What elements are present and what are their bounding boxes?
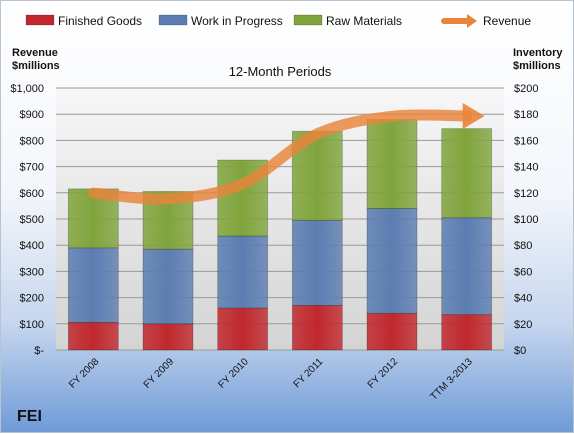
right-tick-label: $80 [514, 240, 532, 252]
category-label: FY 2011 [292, 356, 326, 390]
revenue-point [92, 192, 95, 195]
revenue-point [241, 182, 244, 185]
bar-finished-goods [217, 307, 269, 351]
legend-item-work-in-progress: Work in Progress [158, 14, 283, 28]
company-label: FEI [17, 408, 42, 425]
left-tick-label: $1,000 [10, 83, 44, 95]
legend-label: Revenue [483, 14, 531, 28]
left-tick-label: $400 [20, 240, 44, 252]
bar-finished-goods [67, 322, 119, 351]
revenue-point [316, 132, 319, 135]
category-label: FY 2009 [142, 356, 177, 391]
left-tick-label: $500 [20, 214, 44, 226]
bar-work-in-progress [291, 219, 343, 306]
left-tick-label: $700 [20, 162, 44, 174]
bar-work-in-progress [217, 235, 269, 309]
bar-work-in-progress [67, 247, 119, 323]
revenue-point [167, 197, 170, 200]
category-label: FY 2012 [366, 356, 401, 391]
bar-finished-goods [441, 314, 493, 351]
legend-label: Raw Materials [326, 14, 402, 28]
bar-work-in-progress [142, 248, 194, 325]
right-tick-label: $60 [514, 266, 532, 278]
right-tick-label: $20 [514, 319, 532, 331]
right-tick-label: $160 [514, 135, 538, 147]
chart-title: 12-Month Periods [229, 64, 332, 79]
revenue-arrowhead [462, 103, 485, 130]
legend-label: Finished Goods [58, 14, 142, 28]
left-axis-label-line1: Revenue [12, 47, 58, 59]
left-axis-label: Revenue $millions [12, 47, 60, 73]
category-label: TTM 3-2013 [428, 356, 475, 403]
revenue-point [391, 115, 394, 118]
left-tick-label: $- [34, 345, 44, 357]
right-tick-label: $0 [514, 345, 526, 357]
legend-swatch [25, 14, 55, 26]
right-tick-label: $100 [514, 214, 538, 226]
category-label: FY 2008 [67, 356, 102, 391]
bar-work-in-progress [366, 208, 418, 314]
right-tick-label: $200 [514, 83, 538, 95]
bar-finished-goods [366, 312, 418, 351]
left-tick-label: $100 [20, 319, 44, 331]
left-tick-label: $800 [20, 135, 44, 147]
left-tick-label: $900 [20, 109, 44, 121]
revenue-line [87, 109, 473, 205]
bar-raw-materials [366, 119, 418, 209]
legend-label: Work in Progress [191, 14, 283, 28]
left-tick-label: $300 [20, 266, 44, 278]
right-axis-label-line2: $millions [513, 60, 561, 72]
right-axis-label-line1: Inventory [513, 47, 563, 59]
left-axis-label-line2: $millions [12, 60, 60, 72]
legend-swatch [293, 14, 323, 26]
category-label: FY 2010 [216, 356, 251, 391]
left-tick-label: $600 [20, 188, 44, 200]
right-tick-label: $40 [514, 293, 532, 305]
bar-work-in-progress [441, 217, 493, 316]
right-axis-label: Inventory $millions [513, 47, 563, 73]
left-tick-label: $200 [20, 293, 44, 305]
legend-swatch [158, 14, 188, 26]
legend-item-revenue: Revenue [441, 14, 531, 28]
right-tick-label: $140 [514, 162, 538, 174]
bar-raw-materials [441, 128, 493, 219]
bar-finished-goods [142, 323, 194, 351]
legend-item-finished-goods: Finished Goods [25, 14, 142, 28]
legend-item-raw-materials: Raw Materials [293, 14, 402, 28]
bar-finished-goods [291, 305, 343, 351]
legend-swatch-arrow [467, 14, 477, 28]
right-tick-label: $120 [514, 188, 538, 200]
right-tick-label: $180 [514, 109, 538, 121]
